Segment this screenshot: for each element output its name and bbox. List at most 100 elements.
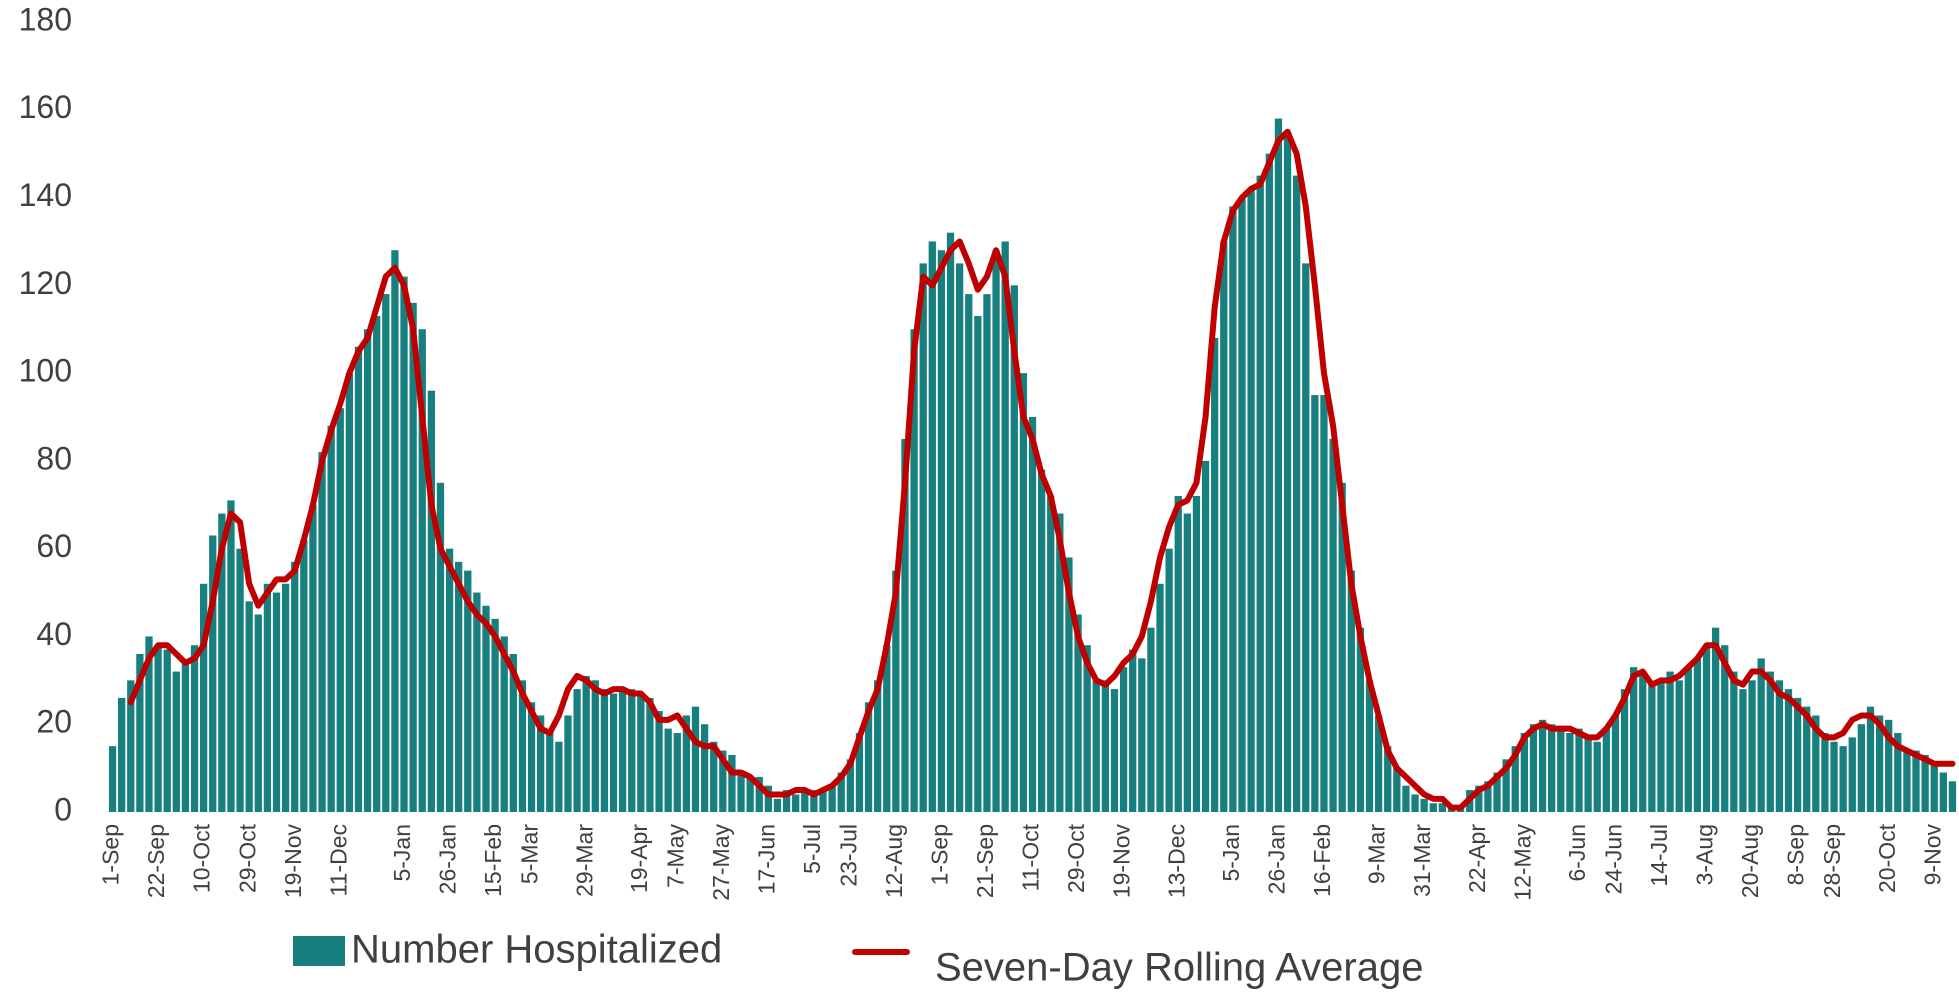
x-tick-label: 5-Jan [1218,824,1244,882]
x-tick-label: 9-Nov [1919,824,1945,886]
bar [136,654,144,812]
y-tick-label: 180 [19,1,72,37]
bar [245,601,253,812]
bar [254,614,262,812]
bar [1593,741,1601,812]
legend-swatch [293,936,345,966]
bar [418,329,426,812]
bar [1475,785,1483,812]
bar [500,636,508,812]
x-tick-label: 22-Sep [143,824,169,898]
bar [1484,781,1492,812]
bar [901,438,909,812]
bar [1657,680,1665,812]
bar [464,570,472,812]
bar [983,294,991,813]
bar [1420,798,1428,812]
bar [1584,737,1592,812]
x-tick-label: 11-Dec [325,824,351,896]
x-tick-label: 29-Mar [571,824,597,897]
bar [1256,175,1264,813]
bar [1429,803,1437,812]
bar [773,798,782,812]
bar [1921,754,1929,812]
bar [1174,496,1182,812]
bar [391,250,399,812]
bar [1438,803,1447,812]
x-tick-label: 27-May [708,824,734,901]
legend-label: Seven-Day Rolling Average [935,946,1423,990]
bar [910,329,918,812]
bar [1402,785,1410,812]
bar [291,561,299,812]
bar [673,733,681,812]
bar [1302,263,1310,812]
bar [300,539,308,812]
bar [409,302,417,812]
bar [1502,759,1510,812]
bar [1566,733,1574,812]
bar [1201,460,1210,812]
bar [482,605,490,812]
bar [828,785,836,812]
bar [1183,513,1191,812]
bar [1575,728,1583,812]
bar [218,513,226,812]
bar [737,772,745,812]
bar [1839,746,1847,812]
bar [1766,671,1774,812]
bar [172,671,180,812]
bar [746,776,754,812]
bar [846,759,854,812]
x-tick-label: 24-Jun [1601,824,1627,894]
bar [1793,697,1802,812]
bar [755,776,763,812]
bar [1147,627,1155,812]
bar [1010,285,1018,812]
bar [145,636,153,812]
bar [1001,241,1009,812]
bar [1411,794,1419,812]
bar [1775,680,1784,812]
x-tick-label: 1-Sep [926,824,952,885]
bar [883,645,891,812]
x-tick-label: 14-Jul [1646,824,1672,887]
bar [400,276,408,812]
bar [1611,715,1620,812]
bar [1675,680,1683,812]
y-tick-label: 40 [36,616,72,652]
bar [1630,667,1638,812]
bar [1493,772,1501,812]
bar [1329,438,1337,812]
bar [1830,741,1838,812]
bar [1930,763,1938,812]
bar [1156,583,1164,812]
bar [1702,645,1711,812]
bar [1730,671,1738,812]
bar [354,346,363,812]
bar [1857,724,1866,812]
x-tick-label: 20-Oct [1874,823,1900,893]
bar [764,785,773,812]
x-tick-label: 19-Nov [280,824,306,899]
bar [609,693,618,812]
bar [455,561,463,812]
x-tick-label: 9-Mar [1364,824,1390,884]
bar [1520,733,1528,812]
bar [1666,671,1674,812]
bar [974,316,982,812]
bar [1529,724,1538,812]
bar [1083,645,1091,812]
bar [1065,557,1073,812]
bar [327,425,335,812]
bar [373,316,381,812]
bar [946,232,955,812]
bar [1848,737,1856,812]
bar [837,772,845,812]
bar [1748,680,1756,812]
bar [691,706,700,812]
bar [1311,395,1319,812]
x-tick-label: 15-Feb [480,824,506,897]
bar [1101,680,1110,812]
bar [573,689,581,812]
